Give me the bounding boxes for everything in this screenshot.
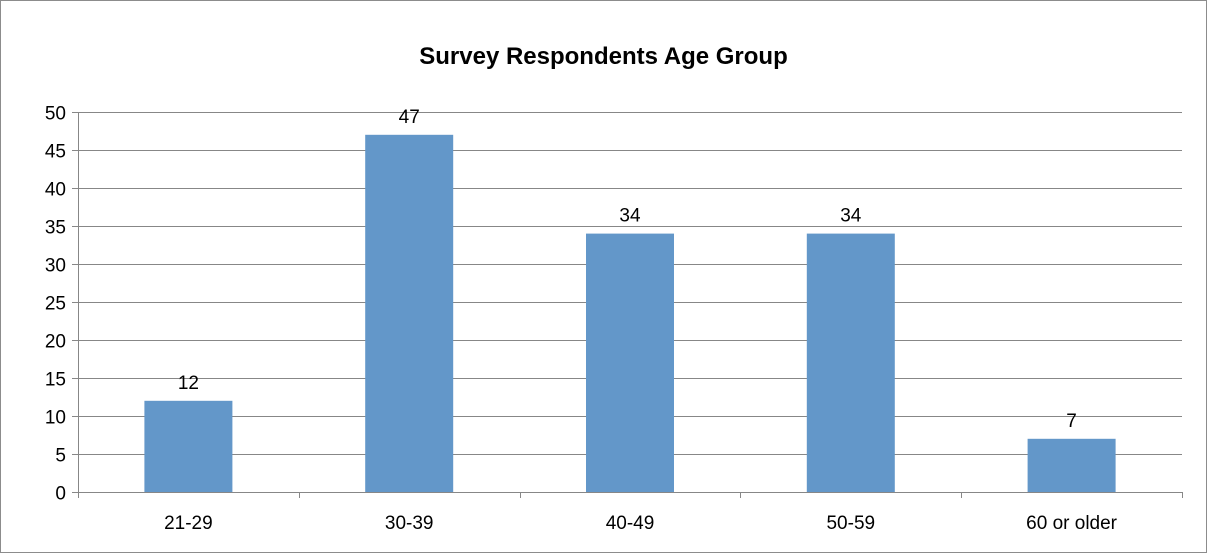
y-tick-label: 25 bbox=[45, 294, 66, 315]
y-tick-label: 30 bbox=[45, 256, 66, 277]
data-labels: 12 47 34 34 7 bbox=[178, 107, 1077, 432]
x-tick-label: 50-59 bbox=[826, 513, 875, 534]
y-tick-label: 40 bbox=[45, 180, 66, 201]
y-tick-labels: 0 5 10 15 20 25 30 35 40 45 50 bbox=[45, 104, 66, 505]
y-tick-label: 35 bbox=[45, 218, 66, 239]
bars bbox=[144, 134, 1116, 493]
y-tick-label: 15 bbox=[45, 370, 66, 391]
bar-60-or-older bbox=[1027, 438, 1116, 492]
chart-title: Survey Respondents Age Group bbox=[419, 43, 788, 70]
y-tick-label: 45 bbox=[45, 142, 66, 163]
y-tick-label: 20 bbox=[45, 332, 66, 353]
x-tick-label: 40-49 bbox=[606, 513, 655, 534]
y-tick-label: 50 bbox=[45, 104, 66, 125]
x-tick-label: 60 or older bbox=[1026, 513, 1118, 534]
x-tick-labels: 21-29 30-39 40-49 50-59 60 or older bbox=[164, 513, 1118, 534]
bar-50-59 bbox=[806, 233, 895, 492]
bar-40-49 bbox=[586, 233, 674, 492]
bar-21-29 bbox=[144, 400, 233, 492]
data-label: 7 bbox=[1066, 411, 1077, 432]
data-label: 34 bbox=[840, 206, 862, 227]
data-label: 34 bbox=[619, 206, 641, 227]
x-tick-label: 30-39 bbox=[385, 513, 434, 534]
y-tick-label: 10 bbox=[45, 408, 66, 429]
data-label: 12 bbox=[178, 373, 199, 394]
axes bbox=[72, 112, 1183, 498]
y-tick-label: 5 bbox=[55, 446, 66, 467]
x-tick-label: 21-29 bbox=[164, 513, 213, 534]
y-tick-label: 0 bbox=[55, 484, 66, 505]
data-label: 47 bbox=[399, 107, 420, 128]
bar-30-39 bbox=[365, 134, 454, 493]
